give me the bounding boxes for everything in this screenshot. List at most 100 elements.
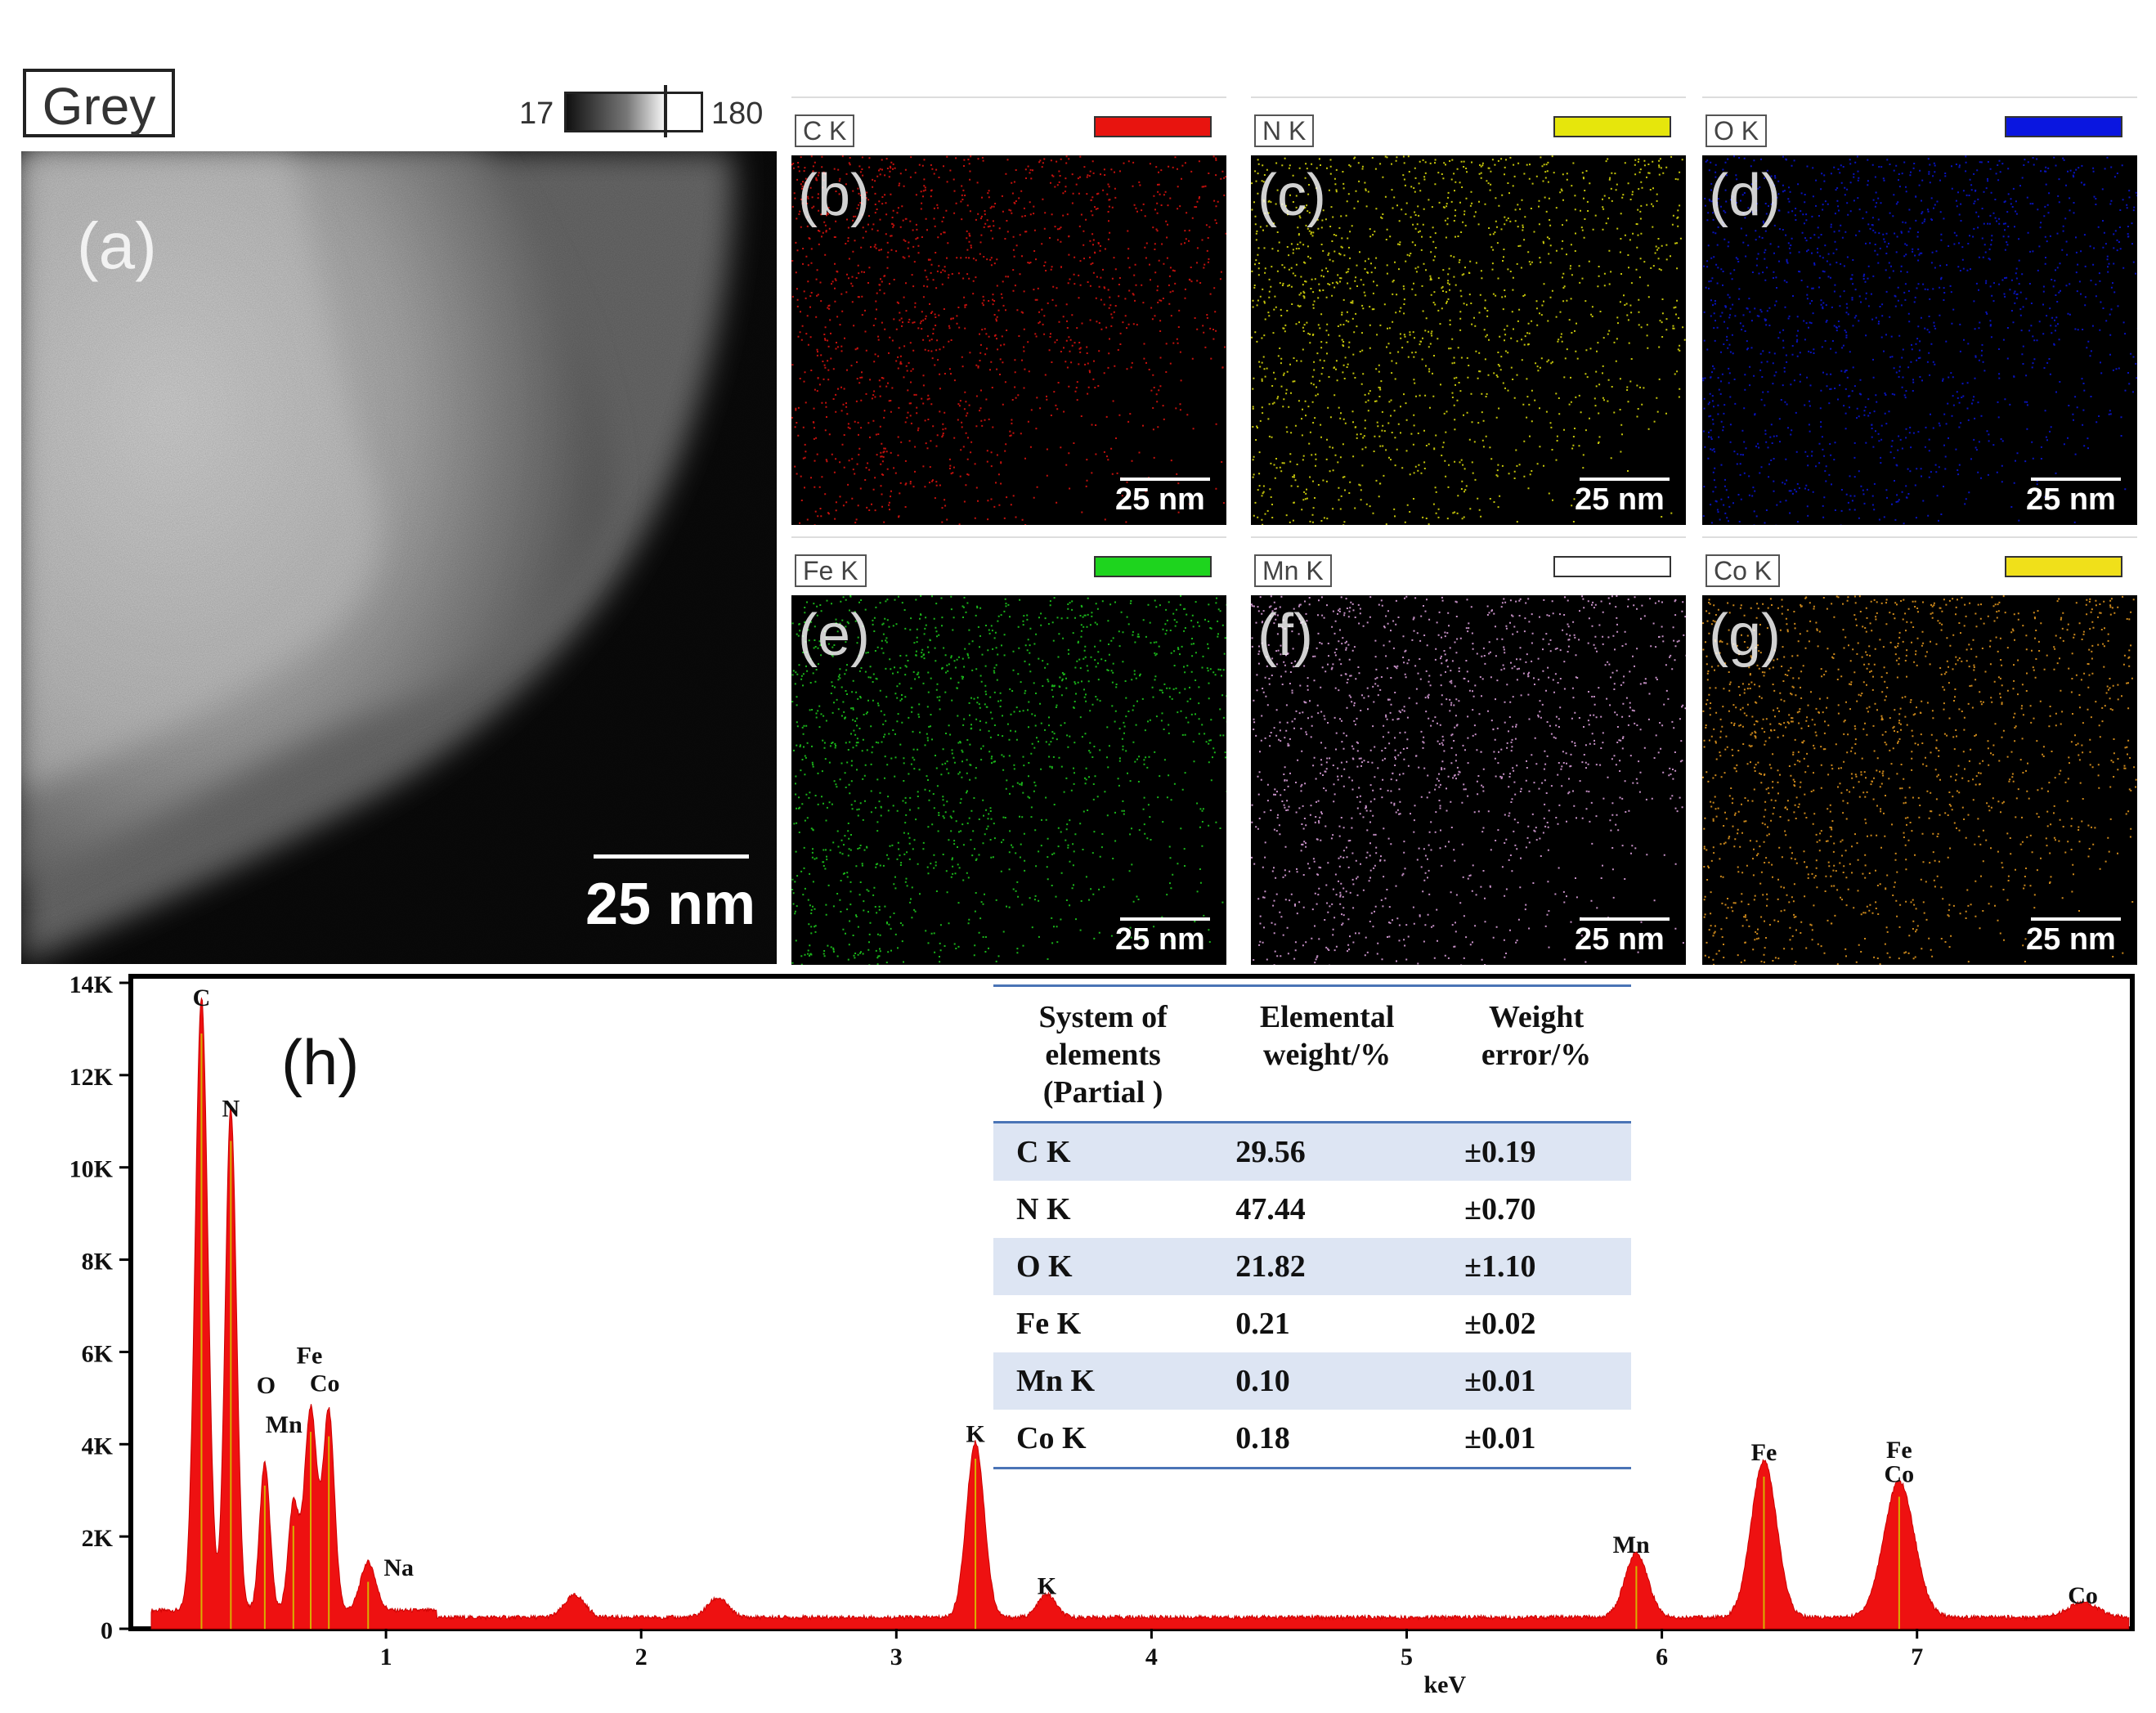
- table-cell-error: ±0.01: [1464, 1421, 1536, 1455]
- y-tick-label: 2K: [82, 1525, 114, 1552]
- y-tick-label: 6K: [82, 1340, 114, 1367]
- table-header-system: System of elements (Partial ): [1038, 1000, 1168, 1110]
- peak-annotation: Co: [2068, 1582, 2098, 1609]
- map-header: N K: [1251, 96, 1686, 155]
- table-cell-element: O K: [993, 1238, 1213, 1295]
- map-element-tag: O K: [1706, 114, 1768, 147]
- table-cell-weight: 0.10: [1212, 1352, 1442, 1410]
- scale-bar-line: [1120, 478, 1210, 481]
- peak-annotation: N: [222, 1096, 240, 1123]
- map-color-swatch: [1094, 556, 1212, 577]
- x-tick-label: 2: [635, 1643, 648, 1670]
- peak-annotation: Mn: [266, 1411, 303, 1438]
- map-element-tag: C K: [795, 114, 855, 147]
- scale-bar-line: [2031, 478, 2121, 481]
- map-element-tag: Mn K: [1254, 554, 1332, 587]
- scale-bar-label: 25 nm: [585, 872, 756, 937]
- table-cell-error: ±0.70: [1464, 1192, 1536, 1226]
- composition-table: System of elements (Partial ) Elemental …: [993, 984, 1631, 1469]
- table-row: Mn K 0.10 ±0.01: [993, 1352, 1631, 1410]
- peak-annotation: C: [193, 984, 211, 1011]
- peak-annotation: Mn: [1613, 1531, 1650, 1558]
- table-cell-element: N K: [1016, 1192, 1071, 1226]
- x-tick-label: 1: [380, 1643, 392, 1670]
- scale-bar-label: 25 nm: [1575, 922, 1665, 957]
- map-header: Fe K: [791, 536, 1226, 595]
- map-element-tag: Co K: [1706, 554, 1781, 587]
- table-cell-error: ±0.01: [1441, 1352, 1631, 1410]
- y-tick-label: 14K: [69, 971, 114, 998]
- scale-bar-label: 25 nm: [1115, 922, 1205, 957]
- table-cell-element: C K: [993, 1122, 1213, 1181]
- scale-bar-line: [594, 854, 749, 859]
- map-color-swatch: [1094, 116, 1212, 137]
- map-header: O K: [1702, 96, 2137, 155]
- element-signal: [1251, 595, 1686, 965]
- spectrum-area: [150, 997, 2130, 1630]
- table-cell-error: ±0.19: [1441, 1122, 1631, 1181]
- map-header: Mn K: [1251, 536, 1686, 595]
- table-row: Fe K 0.21 ±0.02: [993, 1295, 1631, 1352]
- scale-bar-label: 25 nm: [2026, 922, 2116, 957]
- scale-bar-line: [1120, 917, 1210, 921]
- table-header-weight: Elemental weight/%: [1259, 1000, 1395, 1072]
- elemental-map-image: (e) 25 nm: [791, 595, 1226, 965]
- sem-greyscale-image: (a) 25 nm: [21, 151, 777, 964]
- peak-annotation: Fe: [1886, 1437, 1912, 1464]
- colorbar-min-label: 17: [519, 96, 554, 131]
- peak-annotation: K: [1038, 1573, 1057, 1600]
- peak-annotation: Co: [1885, 1461, 1915, 1488]
- map-color-swatch: [1553, 556, 1671, 577]
- scale-bar-label: 25 nm: [1575, 482, 1665, 517]
- map-element-tag: N K: [1254, 114, 1315, 147]
- table-cell-weight: 29.56: [1212, 1122, 1442, 1181]
- colorbar-marker: [664, 85, 667, 137]
- peak-annotation: Fe: [297, 1343, 323, 1370]
- map-header: C K: [791, 96, 1226, 155]
- peak-annotation: K: [966, 1420, 985, 1447]
- map-panel-letter: (e): [798, 603, 870, 668]
- peak-annotation: Na: [383, 1554, 414, 1581]
- elemental-map-image: (c) 25 nm: [1251, 155, 1686, 525]
- colorbar-max-label: 180: [711, 96, 764, 131]
- scale-bar-label: 25 nm: [2026, 482, 2116, 517]
- y-tick-label: 0: [101, 1617, 113, 1644]
- y-tick-label: 12K: [69, 1064, 114, 1091]
- scale-bar-line: [1580, 917, 1670, 921]
- peak-annotation: Fe: [1751, 1439, 1777, 1466]
- x-tick-label: 5: [1401, 1643, 1413, 1670]
- panel-h-label: (h): [281, 1026, 359, 1098]
- table-cell-weight: 0.21: [1235, 1307, 1290, 1341]
- table-cell-weight: 47.44: [1235, 1192, 1306, 1226]
- table-cell-element: Mn K: [993, 1352, 1213, 1410]
- elemental-map-image: (g) 25 nm: [1702, 595, 2137, 965]
- table-row: N K 47.44 ±0.70: [993, 1181, 1631, 1238]
- map-panel-letter: (g): [1709, 603, 1781, 668]
- map-header: Co K: [1702, 536, 2137, 595]
- scale-bar-line: [1580, 478, 1670, 481]
- map-panel-letter: (c): [1257, 163, 1326, 228]
- image-mode-label: Grey: [23, 69, 175, 137]
- x-tick-label: 6: [1656, 1643, 1668, 1670]
- elemental-map-image: (b) 25 nm: [791, 155, 1226, 525]
- map-panel-letter: (f): [1257, 603, 1313, 668]
- y-tick-label: 10K: [69, 1156, 114, 1183]
- table-cell-error: ±1.10: [1441, 1238, 1631, 1295]
- map-color-swatch: [2005, 116, 2122, 137]
- table-header-error: Weight error/%: [1481, 1000, 1592, 1072]
- table-row: O K 21.82 ±1.10: [993, 1238, 1631, 1295]
- map-panel-letter: (d): [1709, 163, 1781, 228]
- map-element-tag: Fe K: [795, 554, 867, 587]
- x-tick-label: 7: [1911, 1643, 1923, 1670]
- scale-bar-line: [2031, 917, 2121, 921]
- peak-annotation: Co: [310, 1370, 340, 1397]
- y-tick-label: 8K: [82, 1249, 114, 1276]
- elemental-map-image: (f) 25 nm: [1251, 595, 1686, 965]
- elemental-map-dots: [1251, 595, 1686, 965]
- table-cell-weight: 0.18: [1235, 1421, 1290, 1455]
- table-cell-element: Fe K: [1016, 1307, 1082, 1341]
- table-cell-element: Co K: [1016, 1421, 1087, 1455]
- map-color-swatch: [2005, 556, 2122, 577]
- y-tick-label: 4K: [82, 1433, 114, 1460]
